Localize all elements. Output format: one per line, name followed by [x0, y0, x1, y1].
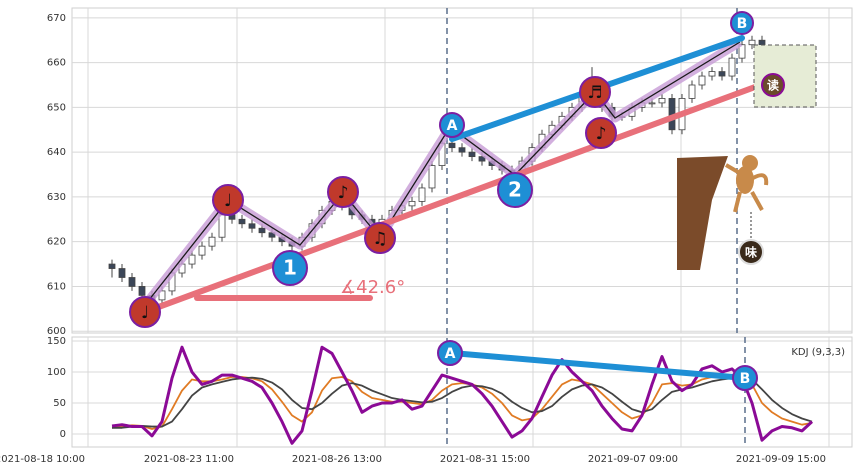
candle-body	[118, 268, 126, 278]
candle-body	[428, 165, 436, 189]
note: ♩	[224, 191, 232, 211]
candle-body	[128, 277, 136, 287]
note: ♪	[596, 124, 607, 144]
y-tick-label: 620	[47, 237, 66, 248]
x-tick-label: 2021-08-26 13:00	[292, 454, 382, 465]
bomb-label: 味	[745, 245, 757, 260]
wave-circle	[272, 250, 308, 286]
monkey-body	[736, 166, 754, 194]
x-tick-label: 2021-09-09 15:00	[736, 454, 826, 465]
note-markers: ♩ ♩ ♪ ♫ ♬ ♪	[129, 76, 617, 328]
candle-body	[478, 156, 486, 162]
monkey-limbs	[724, 163, 769, 213]
y-tick-label: 50	[53, 398, 66, 409]
monkey-head	[742, 155, 758, 171]
angle-label: ∡42.6°	[340, 277, 405, 298]
y-tick-label: 640	[47, 147, 66, 158]
note-circle	[364, 222, 396, 254]
note-circle	[579, 76, 611, 108]
candle-body	[748, 39, 756, 46]
wave-label: 2	[508, 178, 522, 202]
y-tick-label: 0	[60, 429, 66, 440]
badge	[761, 73, 785, 97]
candle-body	[258, 227, 266, 234]
x-tick-label: 2021-08-18 10:00	[0, 454, 85, 465]
y-tick-label: 100	[47, 367, 66, 378]
candle-body	[728, 57, 736, 77]
x-tick-label: 2021-08-31 15:00	[440, 454, 530, 465]
candle-body	[698, 75, 706, 86]
y-tick-label: 670	[47, 13, 66, 24]
y-tick-label: 600	[47, 326, 66, 337]
candle-body	[108, 263, 116, 269]
candle-body	[198, 245, 206, 256]
x-tick-label: 2021-09-07 09:00	[588, 454, 678, 465]
note: ♫	[372, 229, 387, 249]
y-tick-label: 650	[47, 102, 66, 113]
candle-body	[738, 44, 746, 59]
candle-body	[218, 214, 226, 238]
bomb	[738, 239, 764, 265]
wave-line	[144, 41, 741, 306]
point-circle	[437, 340, 463, 366]
note-circle	[327, 176, 359, 208]
point-label: B	[740, 371, 751, 387]
note-circle	[129, 296, 161, 328]
wave-markers: 1 2 A B A B	[272, 11, 758, 391]
point-label: A	[447, 118, 458, 134]
note-circle	[212, 184, 244, 216]
note-circle	[585, 117, 617, 149]
kdj-line	[111, 345, 814, 445]
cliff	[677, 156, 728, 270]
annotations: ∡42.6° ♩ ♩ ♪ ♫ ♬ ♪ 1 2 A B A	[129, 8, 845, 447]
note: ♬	[587, 83, 602, 103]
kdj-line	[111, 374, 813, 430]
candle-body	[238, 218, 246, 225]
candle-body	[418, 187, 426, 202]
kdj-line	[112, 376, 813, 429]
candle-body	[458, 147, 466, 153]
candle-body	[208, 236, 216, 247]
candle-body	[658, 98, 666, 104]
candle-body	[158, 290, 166, 301]
badge-label: 读	[767, 78, 779, 93]
candle-body	[648, 102, 656, 105]
y-tick-label: 630	[47, 192, 66, 203]
candle-body	[408, 200, 416, 207]
note: ♪	[338, 183, 349, 203]
y-tick-label: 660	[47, 58, 66, 69]
point-circle	[439, 112, 465, 138]
candle-body	[188, 254, 196, 265]
trend-line	[142, 63, 815, 315]
monkey-illustration: 味	[677, 155, 769, 270]
wave-label: 1	[283, 256, 297, 280]
candle-body	[248, 223, 256, 229]
candle-body	[448, 142, 456, 149]
candle-body	[468, 151, 476, 158]
focus-box	[753, 44, 817, 108]
point-label: A	[445, 346, 456, 362]
point-circle	[732, 365, 758, 391]
y-tick-label: 150	[47, 336, 66, 347]
y-tick-label: 610	[47, 281, 66, 292]
kdj-line	[449, 350, 748, 381]
candle-body	[688, 84, 696, 99]
x-tick-label: 2021-08-23 11:00	[144, 454, 234, 465]
candle-body	[708, 71, 716, 77]
candle-body	[718, 71, 726, 77]
indicator-label: KDJ (9,3,3)	[791, 347, 845, 358]
wave-circle	[497, 172, 533, 208]
note: ♩	[141, 303, 149, 323]
point-circle	[730, 11, 754, 35]
point-label: B	[737, 16, 748, 32]
candle-body	[138, 286, 146, 296]
